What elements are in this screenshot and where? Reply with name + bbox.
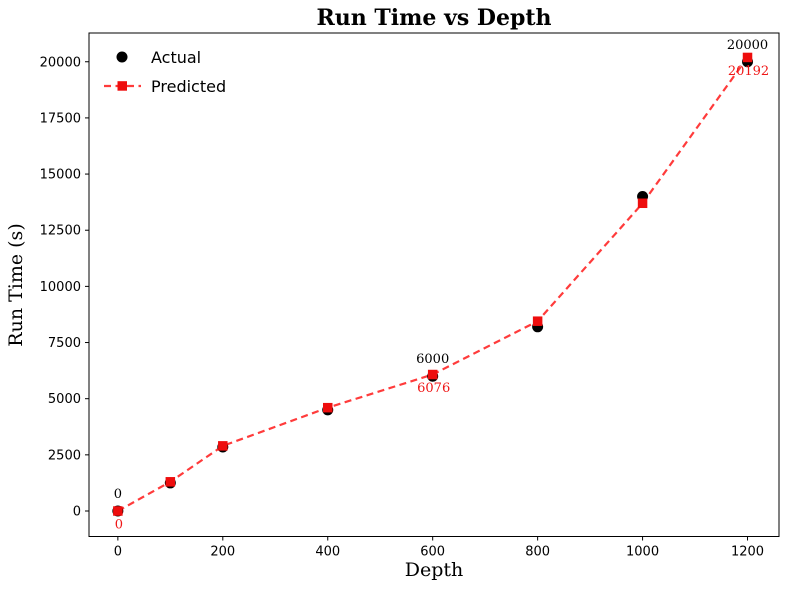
y-tick-label: 20000 <box>40 55 81 70</box>
x-tick-label: 600 <box>420 545 445 560</box>
legend: Actual Predicted <box>104 48 226 96</box>
predicted-point <box>742 52 753 63</box>
actual-annotation: 0 <box>114 487 122 502</box>
predicted-line <box>117 56 749 512</box>
y-tick-label: 7500 <box>48 336 81 351</box>
legend-predicted-marker-icon <box>117 81 127 91</box>
chart-title: Run Time vs Depth <box>316 5 551 31</box>
predicted-point <box>532 316 543 326</box>
legend-predicted-label: Predicted <box>151 77 226 96</box>
y-tick-label: 17500 <box>40 111 81 126</box>
y-tick-label: 10000 <box>40 280 81 295</box>
x-tick-label: 1000 <box>626 545 659 560</box>
y-axis-label: Run Time (s) <box>5 223 27 346</box>
actual-annotation: 6000 <box>416 352 449 367</box>
x-tick-label: 200 <box>210 545 235 560</box>
x-tick-label: 400 <box>315 545 340 560</box>
y-tick-label: 2500 <box>48 448 81 463</box>
x-axis-label: Depth <box>405 559 464 581</box>
x-tick-label: 1200 <box>731 545 764 560</box>
y-tick-label: 0 <box>73 505 81 520</box>
predicted-point <box>637 198 648 209</box>
y-tick-label: 12500 <box>40 224 81 239</box>
predicted-annotation: 6076 <box>417 381 450 396</box>
predicted-point <box>427 369 438 380</box>
plot-area <box>88 32 780 537</box>
axis-ticks: 0 200 400 600 800 1000 1200 0 2500 5000 7500 10000 1… <box>40 55 764 559</box>
predicted-point <box>218 441 228 451</box>
legend-actual-label: Actual <box>151 48 201 67</box>
actual-annotation: 20000 <box>727 38 768 53</box>
y-tick-label: 5000 <box>48 392 81 407</box>
predicted-point <box>165 477 176 487</box>
predicted-point <box>113 506 123 516</box>
data-series <box>112 52 754 517</box>
x-tick-label: 0 <box>114 545 122 560</box>
legend-actual-marker-icon <box>116 51 128 63</box>
x-tick-label: 800 <box>525 545 550 560</box>
predicted-annotation: 0 <box>115 518 123 533</box>
predicted-point <box>322 402 333 413</box>
predicted-annotation: 20192 <box>728 64 769 79</box>
point-annotations: 0 0 6000 6076 20000 20192 <box>114 38 769 533</box>
y-tick-label: 15000 <box>40 168 81 183</box>
